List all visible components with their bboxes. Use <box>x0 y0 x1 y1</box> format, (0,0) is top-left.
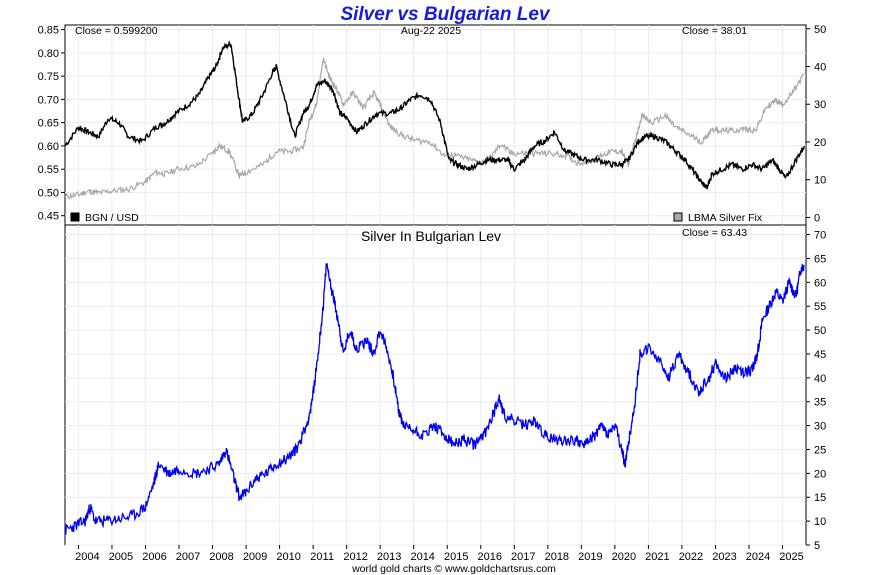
bottom-right-tick-label: 15 <box>814 492 826 504</box>
x-tick-label: 2004 <box>75 551 99 563</box>
silver-bgn-series-line <box>64 263 805 535</box>
bottom-right-tick-label: 55 <box>814 301 826 313</box>
top-grid <box>65 25 806 225</box>
x-tick-label: 2019 <box>578 551 602 563</box>
x-tick-label: 2014 <box>410 551 434 563</box>
top-right-tick-label: 10 <box>814 175 826 187</box>
top-right-tick-label: 40 <box>814 62 826 74</box>
top-left-tick-label: 0.70 <box>38 94 59 106</box>
x-tick-label: 2013 <box>377 551 401 563</box>
bottom-right-tick-label: 45 <box>814 349 826 361</box>
bottom-right-tick-label: 65 <box>814 253 826 265</box>
x-tick-label: 2020 <box>612 551 636 563</box>
top-panel-frame <box>64 24 807 226</box>
x-tick-label: 2021 <box>645 551 669 563</box>
top-right-axis: 50 40 30 20 10 0 <box>806 24 826 224</box>
x-axis: 2004 2005 2006 2007 2008 2009 2010 2011 2012 2013… <box>75 545 804 563</box>
bottom-right-tick-label: 5 <box>814 540 820 552</box>
x-tick-label: 2018 <box>545 551 569 563</box>
top-date-label: Aug-22 2025 <box>401 25 461 37</box>
bottom-close-right: Close = 63.43 <box>682 227 747 239</box>
x-tick-label: 2010 <box>276 551 300 563</box>
legend-swatch-bgn-usd <box>70 212 80 222</box>
x-tick-label: 2005 <box>109 551 133 563</box>
chart-title: Silver vs Bulgarian Lev <box>340 4 551 25</box>
x-tick-label: 2022 <box>679 551 703 563</box>
bottom-right-axis: 70 65 60 55 50 45 40 35 30 25 20 15 10 5 <box>806 230 826 552</box>
x-tick-label: 2011 <box>310 551 334 563</box>
x-tick-label: 2015 <box>444 551 468 563</box>
top-close-right: Close = 38.01 <box>682 25 747 37</box>
top-left-tick-label: 0.85 <box>38 25 59 37</box>
top-left-axis: 0.85 0.80 0.75 0.70 0.65 0.60 0.55 0.50 0.45 <box>38 25 65 223</box>
footer-credit: world gold charts © www.goldchartsrus.co… <box>351 563 556 575</box>
top-left-tick-label: 0.60 <box>38 141 59 153</box>
top-right-tick-label: 0 <box>814 212 820 224</box>
top-left-tick-label: 0.65 <box>38 118 59 130</box>
x-tick-label: 2025 <box>779 551 803 563</box>
bottom-right-tick-label: 50 <box>814 325 826 337</box>
bottom-right-tick-label: 30 <box>814 421 826 433</box>
top-left-tick-label: 0.50 <box>38 187 59 199</box>
bottom-panel-frame <box>64 224 807 546</box>
x-tick-label: 2016 <box>478 551 502 563</box>
silver-usd-series-line <box>64 57 805 200</box>
bottom-grid <box>65 225 806 546</box>
legend-label-silver-fix: LBMA Silver Fix <box>688 212 763 224</box>
top-left-tick-label: 0.55 <box>38 164 59 176</box>
legend-swatch-silver-fix <box>673 212 683 222</box>
x-tick-label: 2008 <box>209 551 233 563</box>
bottom-right-tick-label: 20 <box>814 468 826 480</box>
bottom-right-tick-label: 25 <box>814 444 826 456</box>
bottom-right-tick-label: 40 <box>814 373 826 385</box>
bottom-right-tick-label: 70 <box>814 230 826 242</box>
top-close-left: Close = 0.599200 <box>75 25 158 37</box>
x-tick-label: 2009 <box>243 551 267 563</box>
top-left-tick-label: 0.45 <box>38 211 59 223</box>
legend-label-bgn-usd: BGN / USD <box>85 212 139 224</box>
x-tick-label: 2017 <box>511 551 535 563</box>
top-left-tick-label: 0.80 <box>38 48 59 60</box>
bottom-right-tick-label: 60 <box>814 277 826 289</box>
x-tick-label: 2007 <box>176 551 200 563</box>
top-panel: 0.85 0.80 0.75 0.70 0.65 0.60 0.55 0.50 0.45 50 4… <box>38 24 826 226</box>
bottom-right-tick-label: 10 <box>814 516 826 528</box>
top-right-tick-label: 30 <box>814 99 826 111</box>
top-right-tick-label: 50 <box>814 24 826 36</box>
bgn-usd-series-line <box>64 39 805 191</box>
bottom-right-tick-label: 35 <box>814 397 826 409</box>
bottom-panel-title: Silver In Bulgarian Lev <box>361 228 501 244</box>
x-tick-label: 2006 <box>142 551 166 563</box>
top-right-tick-label: 20 <box>814 137 826 149</box>
top-left-tick-label: 0.75 <box>38 71 59 83</box>
x-tick-label: 2024 <box>746 551 770 563</box>
x-tick-label: 2012 <box>343 551 367 563</box>
x-tick-label: 2023 <box>712 551 736 563</box>
